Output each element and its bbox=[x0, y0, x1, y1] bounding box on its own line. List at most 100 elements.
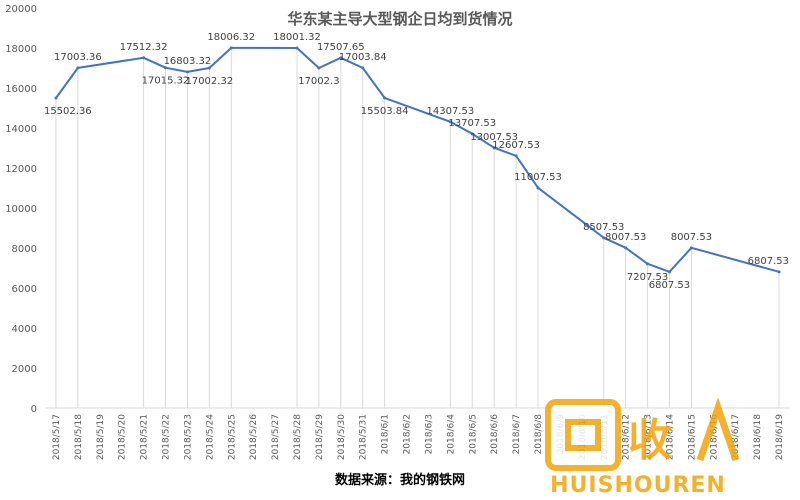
watermark-brand: HUISHOUREN bbox=[550, 473, 726, 498]
y-tick-label: 20000 bbox=[5, 4, 37, 15]
x-tick-label: 2018/6/13 bbox=[644, 414, 654, 460]
y-tick-label: 2000 bbox=[12, 364, 37, 375]
data-label: 6807.53 bbox=[649, 280, 690, 291]
drop-lines bbox=[55, 47, 780, 408]
x-tick-label: 2018/6/17 bbox=[731, 414, 741, 460]
data-label: 17507.65 bbox=[317, 42, 365, 53]
x-tick-label: 2018/6/2 bbox=[403, 414, 413, 454]
x-tick-label: 2018/6/19 bbox=[775, 414, 785, 460]
watermark-logo: 收 HUISHOUREN bbox=[545, 397, 740, 498]
watermark-person-icon bbox=[696, 397, 740, 462]
x-tick-label: 2018/6/6 bbox=[490, 414, 500, 455]
y-tick-label: 0 bbox=[31, 404, 37, 415]
chart-title: 华东某主导大型钢企日均到货情况 bbox=[287, 10, 512, 28]
data-label: 18001.32 bbox=[273, 32, 321, 43]
data-label: 17002.32 bbox=[185, 76, 233, 87]
data-label: 11007.53 bbox=[514, 172, 562, 183]
x-tick-label: 2018/6/8 bbox=[534, 414, 544, 455]
y-tick-label: 10000 bbox=[5, 204, 37, 215]
data-point bbox=[492, 146, 496, 150]
x-tick-label: 2018/6/1 bbox=[381, 414, 391, 454]
y-tick-label: 6000 bbox=[12, 284, 37, 295]
y-tick-label: 18000 bbox=[5, 44, 37, 55]
data-label: 16803.32 bbox=[164, 56, 212, 67]
source-label: 数据来源：我的钢铁网 bbox=[335, 472, 465, 488]
x-tick-label: 2018/5/20 bbox=[118, 414, 128, 460]
x-tick-label: 2018/6/16 bbox=[709, 414, 719, 460]
data-label: 15503.84 bbox=[361, 106, 409, 117]
y-tick-label: 4000 bbox=[12, 324, 37, 335]
data-point bbox=[624, 246, 628, 250]
data-label: 17512.32 bbox=[120, 42, 168, 53]
data-label: 13707.53 bbox=[448, 118, 496, 129]
data-label: 6807.53 bbox=[748, 256, 789, 267]
y-axis: 0 2000 4000 6000 8000 10000 12000 14000 16000 180… bbox=[5, 4, 37, 415]
data-label: 17015.32 bbox=[142, 76, 190, 87]
y-tick-label: 14000 bbox=[5, 124, 37, 135]
x-tick-label: 2018/5/17 bbox=[52, 414, 62, 460]
data-point bbox=[383, 96, 387, 100]
watermark-inner-box-icon bbox=[565, 419, 601, 451]
data-point bbox=[361, 66, 365, 70]
x-tick-label: 2018/5/31 bbox=[359, 414, 369, 460]
data-label: 15502.36 bbox=[44, 106, 92, 117]
x-tick-label: 2018/6/4 bbox=[446, 414, 456, 455]
watermark-box-icon bbox=[545, 399, 621, 471]
data-label: 17002.3 bbox=[298, 76, 339, 87]
x-tick-label: 2018/5/18 bbox=[74, 414, 84, 460]
x-tick-label: 2018/5/24 bbox=[205, 414, 215, 460]
x-tick-label: 2018/5/23 bbox=[183, 414, 193, 460]
data-point bbox=[777, 270, 781, 274]
data-point bbox=[229, 46, 233, 50]
data-label: 13007.53 bbox=[470, 132, 518, 143]
data-point bbox=[602, 236, 606, 240]
x-tick-label: 2018/5/21 bbox=[140, 414, 150, 460]
data-point bbox=[339, 56, 343, 60]
x-tick-label: 2018/6/15 bbox=[687, 414, 697, 460]
x-tick-label: 2018/5/22 bbox=[162, 414, 172, 460]
data-point bbox=[76, 66, 80, 70]
data-point bbox=[164, 66, 168, 70]
data-label: 18006.32 bbox=[207, 32, 255, 43]
data-point bbox=[185, 70, 189, 74]
x-tick-label: 2018/5/28 bbox=[293, 414, 303, 460]
x-tick-label: 2018/5/27 bbox=[271, 414, 281, 460]
data-point bbox=[470, 132, 474, 136]
data-point bbox=[295, 46, 299, 50]
watermark-logo-text: 收 bbox=[628, 415, 672, 466]
data-point bbox=[646, 262, 650, 266]
data-label: 8007.53 bbox=[671, 232, 712, 243]
data-point bbox=[448, 120, 452, 124]
y-tick-label: 8000 bbox=[12, 244, 37, 255]
y-tick-label: 12000 bbox=[5, 164, 37, 175]
x-tick-label: 2018/5/26 bbox=[249, 414, 259, 460]
x-tick-label: 2018/5/19 bbox=[96, 414, 106, 460]
x-tick-label: 2018/5/25 bbox=[227, 414, 237, 460]
data-point bbox=[207, 66, 211, 70]
data-point bbox=[514, 154, 518, 158]
data-label: 17003.36 bbox=[54, 52, 102, 63]
x-tick-label: 2018/6/3 bbox=[424, 414, 434, 454]
data-label: 7207.53 bbox=[627, 272, 668, 283]
data-label: 17003.84 bbox=[339, 52, 387, 63]
data-labels: 15502.36 17003.36 17512.32 17015.32 16803.32… bbox=[44, 32, 789, 291]
y-tick-label: 16000 bbox=[5, 84, 37, 95]
x-tick-label: 2018/6/18 bbox=[753, 414, 763, 460]
x-tick-label: 2018/6/5 bbox=[468, 414, 478, 454]
x-tick-label: 2018/5/29 bbox=[315, 414, 325, 460]
data-label: 14307.53 bbox=[427, 106, 475, 117]
data-label: 8507.53 bbox=[583, 222, 624, 233]
x-tick-label: 2018/6/7 bbox=[512, 414, 522, 454]
series-line bbox=[54, 46, 781, 274]
data-point bbox=[54, 96, 58, 100]
data-label: 8007.53 bbox=[605, 232, 646, 243]
x-tick-label: 2018/6/14 bbox=[665, 414, 675, 460]
x-tick-label: 2018/5/30 bbox=[337, 414, 347, 460]
data-point bbox=[142, 56, 146, 60]
data-point bbox=[317, 66, 321, 70]
data-label: 12607.53 bbox=[492, 140, 540, 151]
x-tick-label: 2018/6/12 bbox=[622, 414, 632, 460]
